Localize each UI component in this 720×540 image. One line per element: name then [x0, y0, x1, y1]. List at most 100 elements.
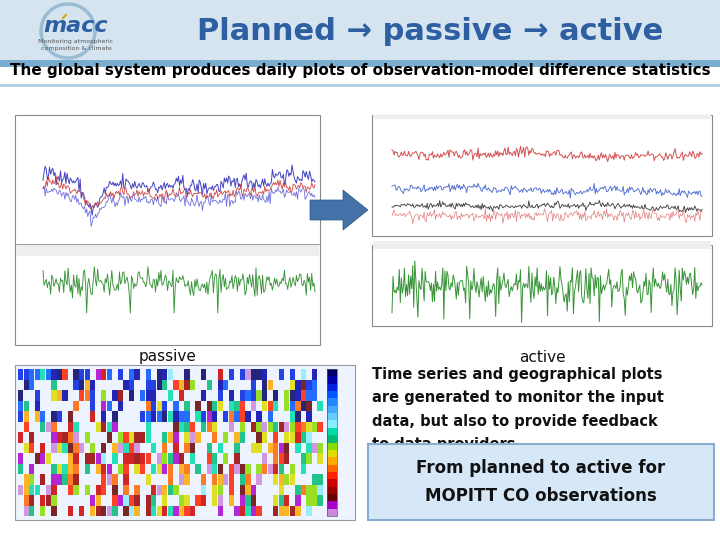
Bar: [16, 247, 319, 255]
Bar: [256, 422, 261, 432]
Bar: [301, 433, 306, 442]
Bar: [68, 453, 73, 463]
Bar: [256, 433, 261, 442]
Bar: [284, 390, 289, 401]
Bar: [301, 453, 306, 463]
Bar: [184, 464, 189, 474]
Bar: [123, 495, 129, 505]
Bar: [35, 453, 40, 463]
Bar: [256, 390, 261, 401]
Bar: [229, 495, 234, 505]
Bar: [112, 390, 117, 401]
Bar: [295, 485, 300, 495]
Bar: [327, 457, 337, 464]
Bar: [251, 495, 256, 505]
Bar: [217, 401, 223, 411]
Bar: [29, 443, 35, 453]
Bar: [217, 443, 223, 453]
Bar: [307, 443, 312, 453]
Bar: [268, 464, 273, 474]
Bar: [140, 464, 145, 474]
Bar: [179, 506, 184, 516]
Bar: [140, 453, 145, 463]
Bar: [184, 411, 189, 422]
Bar: [318, 485, 323, 495]
Bar: [184, 443, 189, 453]
Bar: [234, 411, 240, 422]
Bar: [327, 369, 337, 516]
Bar: [118, 443, 123, 453]
Bar: [145, 453, 150, 463]
Bar: [129, 453, 134, 463]
Bar: [273, 401, 279, 411]
Bar: [135, 369, 140, 380]
Bar: [168, 369, 173, 380]
Bar: [40, 369, 45, 380]
Bar: [123, 464, 129, 474]
Bar: [129, 390, 134, 401]
Bar: [16, 244, 319, 253]
Bar: [168, 411, 173, 422]
Bar: [174, 433, 179, 442]
Bar: [240, 464, 245, 474]
Bar: [289, 411, 295, 422]
Bar: [63, 369, 68, 380]
Bar: [102, 422, 107, 432]
Bar: [301, 464, 306, 474]
Bar: [327, 369, 337, 376]
Bar: [68, 433, 73, 442]
Bar: [168, 453, 173, 463]
Bar: [307, 390, 312, 401]
Bar: [79, 443, 84, 453]
Bar: [217, 474, 223, 484]
Bar: [68, 411, 73, 422]
Bar: [135, 485, 140, 495]
Bar: [40, 422, 45, 432]
Bar: [29, 433, 35, 442]
Bar: [279, 464, 284, 474]
Bar: [240, 485, 245, 495]
Bar: [273, 390, 279, 401]
Bar: [327, 472, 337, 480]
Bar: [63, 443, 68, 453]
Bar: [168, 433, 173, 442]
Bar: [234, 433, 240, 442]
Bar: [307, 433, 312, 442]
Bar: [307, 453, 312, 463]
Bar: [179, 390, 184, 401]
Bar: [251, 369, 256, 380]
Bar: [123, 506, 129, 516]
Bar: [327, 391, 337, 399]
Bar: [157, 369, 162, 380]
Bar: [29, 495, 35, 505]
Bar: [112, 485, 117, 495]
Bar: [312, 485, 317, 495]
Bar: [73, 485, 78, 495]
Bar: [46, 485, 51, 495]
Bar: [40, 443, 45, 453]
Bar: [262, 369, 267, 380]
Bar: [312, 495, 317, 505]
Bar: [179, 495, 184, 505]
Bar: [327, 399, 337, 406]
Bar: [107, 369, 112, 380]
Bar: [190, 433, 195, 442]
Bar: [96, 485, 101, 495]
Bar: [135, 506, 140, 516]
Bar: [229, 464, 234, 474]
Bar: [273, 474, 279, 484]
Text: Monitoring atmospheric
composition & climate: Monitoring atmospheric composition & cli…: [38, 39, 114, 51]
Bar: [327, 509, 337, 516]
Bar: [307, 495, 312, 505]
Bar: [289, 390, 295, 401]
Bar: [301, 401, 306, 411]
Bar: [51, 464, 56, 474]
Bar: [184, 401, 189, 411]
Bar: [46, 495, 51, 505]
Bar: [273, 464, 279, 474]
Bar: [129, 380, 134, 390]
Bar: [84, 464, 90, 474]
Bar: [212, 411, 217, 422]
Text: The global system produces daily plots of observation-model difference statistic: The global system produces daily plots o…: [9, 63, 711, 78]
Bar: [29, 464, 35, 474]
